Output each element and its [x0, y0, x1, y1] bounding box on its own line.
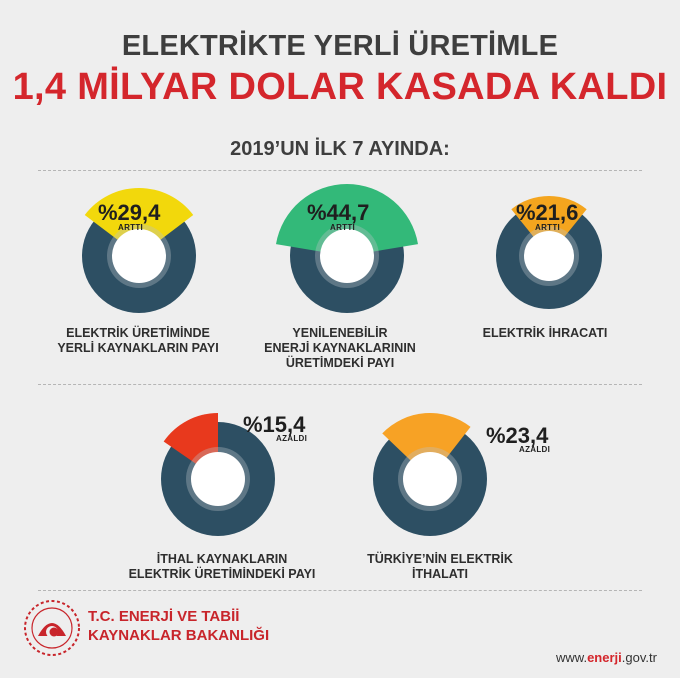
donut-hole — [403, 452, 457, 506]
chart-label-2: YENİLENEBİLİR ENERJİ KAYNAKLARININ ÜRETİ… — [264, 326, 416, 370]
value-label-4: %15,4 — [243, 412, 306, 437]
value-label-1: %29,4 — [98, 200, 161, 225]
donut-chart-1 — [82, 188, 196, 313]
website-link[interactable]: www.enerji.gov.tr — [556, 650, 657, 665]
site-prefix: www. — [556, 650, 588, 665]
donut-wedge — [511, 196, 587, 256]
ministry-emblem-icon — [24, 600, 80, 656]
chart-label-3: ELEKTRİK İHRACATI — [482, 326, 608, 340]
site-brand: enerji — [587, 650, 622, 665]
donut-chart-4 — [161, 413, 275, 536]
value-label-2: %44,7 — [307, 200, 370, 225]
divider-middle — [38, 384, 642, 385]
subtitle: 2019’UN İLK 7 AYINDA: — [230, 138, 450, 160]
site-suffix: .gov.tr — [621, 650, 657, 665]
divider-bottom — [38, 590, 642, 591]
donut-wedge — [382, 413, 471, 479]
donut-hole — [191, 452, 245, 506]
direction-label-3: ARTTI — [535, 223, 561, 232]
value-label-5: %23,4 — [486, 423, 549, 448]
donut-chart-3 — [496, 196, 602, 309]
ministry-name: T.C. ENERJİ VE TABİİ KAYNAKLAR BAKANLIĞI — [88, 608, 270, 644]
donut-hole — [320, 229, 374, 283]
direction-label-4: AZALDI — [276, 434, 308, 443]
direction-label-5: AZALDI — [519, 445, 551, 454]
chart-label-5: TÜRKİYE’NİN ELEKTRİK İTHALATI — [367, 552, 513, 581]
donut-hole — [524, 231, 574, 281]
direction-label-1: ARTTI — [118, 223, 144, 232]
title-line-1: ELEKTRİKTE YERLİ ÜRETİMLE — [121, 30, 559, 62]
title-line-2: 1,4 MİLYAR DOLAR KASADA KALDI — [12, 66, 668, 108]
donut-chart-2 — [275, 184, 419, 313]
chart-label-1: ELEKTRİK ÜRETİMİNDE YERLİ KAYNAKLARIN PA… — [57, 326, 219, 355]
direction-label-2: ARTTI — [330, 223, 356, 232]
chart-label-4: İTHAL KAYNAKLARIN ELEKTRİK ÜRETİMİNDEKİ … — [128, 552, 316, 581]
donut-hole — [112, 229, 166, 283]
donut-wedge — [84, 188, 194, 256]
value-label-3: %21,6 — [516, 200, 579, 225]
donut-wedge — [275, 184, 419, 256]
donut-chart-5 — [373, 413, 487, 536]
divider-top — [38, 170, 642, 171]
